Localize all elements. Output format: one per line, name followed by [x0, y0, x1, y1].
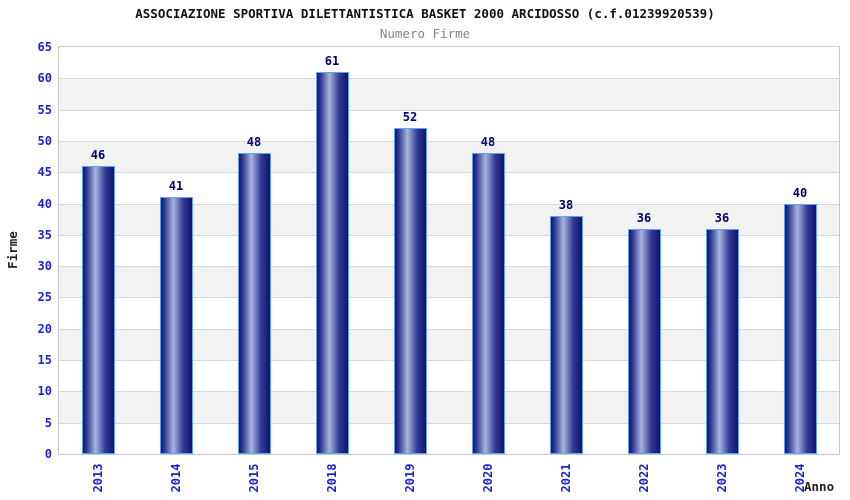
plot-area: 46 41 48 61 52 48 38 36 36 40 — [58, 46, 840, 455]
chart-subtitle: Numero Firme — [379, 26, 471, 41]
bar-value-label: 61 — [324, 54, 340, 69]
y-tick-label: 0 — [44, 447, 52, 461]
y-axis-title: Firme — [5, 231, 20, 269]
gridline — [59, 422, 839, 424]
bar-value-label: 40 — [792, 185, 808, 200]
y-tick-label: 25 — [37, 290, 52, 305]
y-tick-label: 35 — [37, 227, 52, 242]
gridline — [59, 328, 839, 330]
bar-value-label: 38 — [558, 198, 574, 213]
bar-2018 — [315, 72, 349, 454]
y-tick-label: 55 — [37, 102, 52, 117]
y-tick-label: 45 — [37, 165, 52, 180]
bar-value-label: 36 — [714, 210, 730, 225]
bar-2014 — [159, 197, 193, 454]
y-tick-label: 40 — [37, 196, 52, 211]
gridline — [59, 234, 839, 236]
y-tick-label: 60 — [37, 71, 52, 86]
bar-2021 — [549, 216, 583, 454]
plot-band — [59, 140, 839, 173]
bar-2024 — [783, 203, 817, 454]
x-tick-label: 2013 — [91, 463, 105, 493]
gridline — [59, 109, 839, 111]
plot-band — [59, 109, 839, 141]
x-tick-label: 2020 — [481, 463, 495, 493]
x-tick-label: 2022 — [637, 463, 651, 493]
gridline — [59, 78, 839, 80]
bar-value-label: 46 — [90, 147, 106, 162]
x-tick-label: 2014 — [169, 463, 183, 493]
y-tick-label: 5 — [44, 415, 52, 430]
y-tick-label: 20 — [37, 321, 52, 336]
y-tick-label: 65 — [37, 40, 52, 54]
gridline — [59, 172, 839, 174]
y-tick-label: 15 — [37, 353, 52, 368]
gridline — [59, 391, 839, 393]
bar-2015 — [237, 153, 271, 454]
gridline — [59, 266, 839, 268]
chart-title: ASSOCIAZIONE SPORTIVA DILETTANTISTICA BA… — [135, 6, 715, 21]
x-tick-label: 2019 — [403, 463, 417, 493]
gridline — [59, 140, 839, 142]
bar-value-label: 48 — [246, 135, 262, 150]
bar-2019 — [393, 128, 427, 454]
y-tick-label: 30 — [37, 259, 52, 274]
y-tick-label: 50 — [37, 133, 52, 148]
bar-2013 — [81, 165, 115, 454]
x-axis-title: Anno — [804, 479, 835, 494]
plot-band — [59, 78, 839, 110]
bar-2020 — [471, 153, 505, 454]
bar-2022 — [627, 228, 661, 454]
y-tick-label: 10 — [37, 384, 52, 399]
x-tick-label: 2021 — [559, 463, 573, 493]
x-tick-label: 2023 — [715, 463, 729, 493]
bar-value-label: 48 — [480, 135, 496, 150]
x-tick-label: 2018 — [325, 463, 339, 493]
gridline — [59, 203, 839, 205]
gridline — [59, 297, 839, 299]
bar-value-label: 52 — [402, 110, 418, 125]
bar-value-label: 41 — [168, 179, 184, 194]
gridline — [59, 360, 839, 362]
plot-band — [59, 47, 839, 79]
x-tick-label: 2015 — [247, 463, 261, 493]
bar-value-label: 36 — [636, 210, 652, 225]
bar-2023 — [705, 228, 739, 454]
